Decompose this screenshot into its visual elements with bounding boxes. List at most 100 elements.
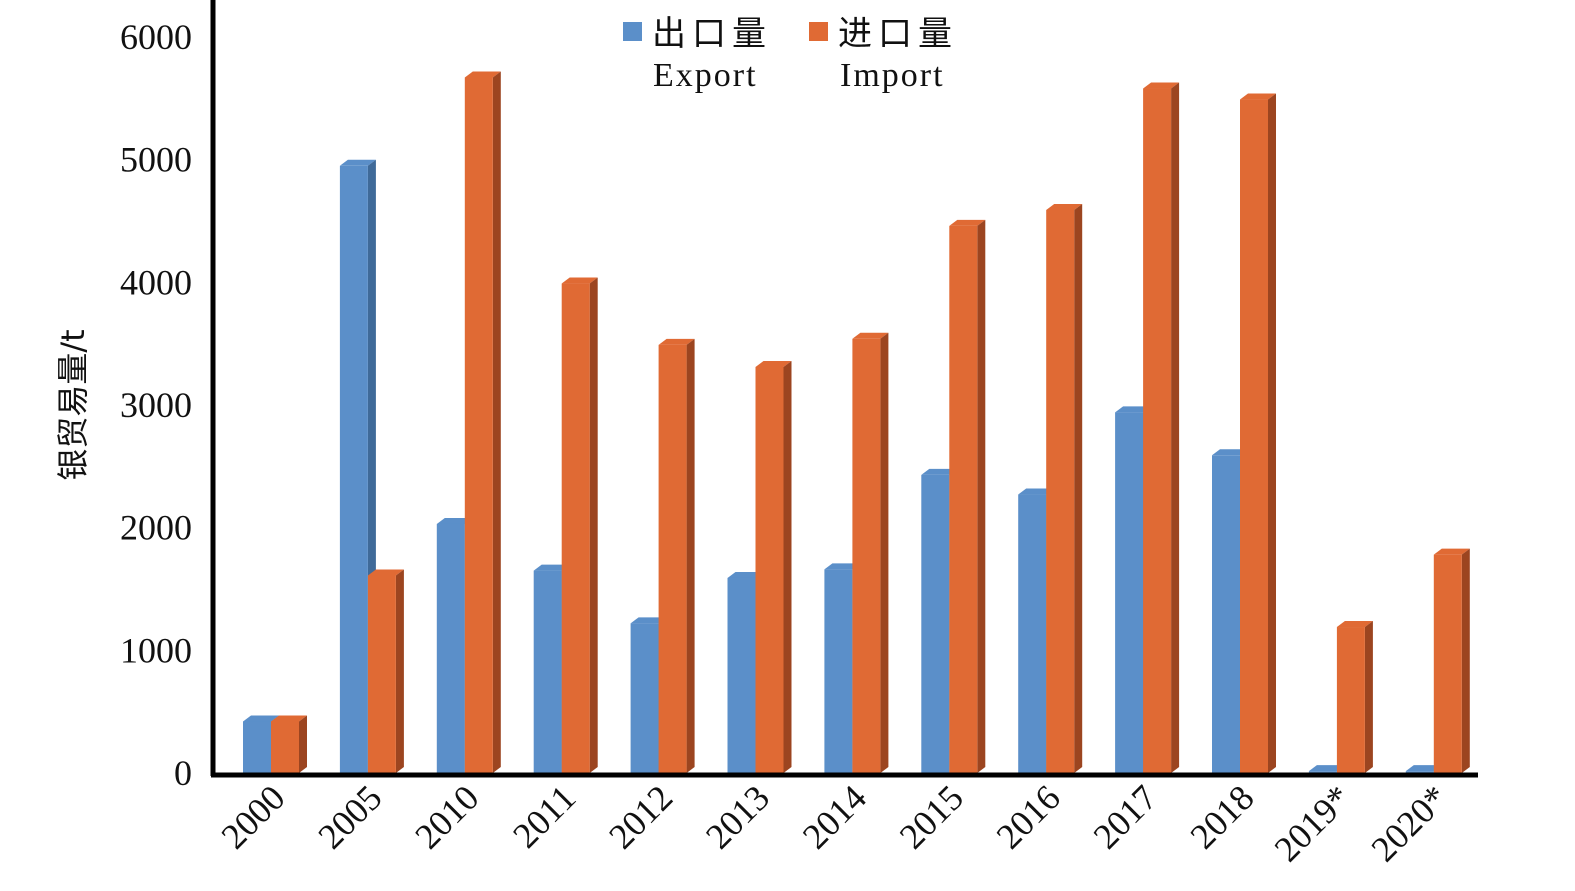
legend-swatch-export xyxy=(623,22,642,41)
bar-front-face xyxy=(464,77,493,774)
bar-side-face xyxy=(1268,93,1276,773)
bar-top-face xyxy=(1212,449,1248,456)
bar-top-face xyxy=(727,571,764,578)
y-tick-label: 6000 xyxy=(120,17,192,57)
bar-top-face xyxy=(1143,82,1180,89)
bar-front-face xyxy=(1143,88,1172,773)
bar-top-face xyxy=(1433,548,1470,555)
bar-top-face xyxy=(1336,621,1373,628)
bar-top-face xyxy=(1308,765,1345,772)
x-tick-label: 2005 xyxy=(310,777,389,856)
bar-top-face xyxy=(464,71,501,78)
bar-import-2018 xyxy=(1240,93,1276,773)
x-tick-label: 2000 xyxy=(213,777,292,856)
bar-top-face xyxy=(339,159,376,166)
bar-front-face xyxy=(949,225,978,773)
bar-front-face xyxy=(243,721,271,773)
bar-front-face xyxy=(1212,455,1240,773)
bar-top-face xyxy=(561,277,598,284)
bar-front-face xyxy=(1336,627,1365,773)
x-tick-label: 2020* xyxy=(1364,777,1456,869)
bar-top-face xyxy=(436,517,473,524)
x-tick-label: 2015 xyxy=(892,777,971,856)
bar-side-face xyxy=(977,219,986,773)
bar-top-face xyxy=(824,563,861,570)
bar-side-face xyxy=(395,569,404,773)
bar-import-2005 xyxy=(367,569,404,773)
bar-export-2013 xyxy=(727,571,764,773)
bar-front-face xyxy=(271,721,299,773)
bar-front-face xyxy=(436,523,465,773)
legend-swatch-import xyxy=(809,22,828,41)
x-tick-label: 2013 xyxy=(698,777,777,856)
bar-front-face xyxy=(630,623,659,773)
bar-top-face xyxy=(658,338,695,345)
x-tick-label: 2010 xyxy=(407,777,486,856)
y-tick-labels: 0 1000 2000 3000 4000 5000 6000 xyxy=(120,17,192,793)
bar-import-2017 xyxy=(1143,82,1180,773)
x-tick-labels: 2000 2005 2010 2011 2012 2013 2014 2015 2016 2017… xyxy=(213,777,1455,869)
legend-label-import: 进口量 xyxy=(838,14,958,54)
bar-import-2015 xyxy=(949,219,986,773)
bar-side-face xyxy=(783,360,792,773)
legend: 出口量 Export 进口量 Import xyxy=(623,14,958,94)
bars-layer xyxy=(243,71,1470,774)
bar-front-face xyxy=(1308,771,1337,773)
y-tick-label: 1000 xyxy=(120,630,192,670)
bar-top-face xyxy=(630,617,667,624)
y-tick-label: 4000 xyxy=(120,262,192,302)
x-tick-label: 2017 xyxy=(1086,777,1165,856)
bar-front-face xyxy=(533,570,562,773)
bar-front-face xyxy=(1405,771,1434,773)
y-axis-label: 银贸易量/t xyxy=(54,329,92,480)
x-tick-label: 2019* xyxy=(1267,777,1359,869)
legend-label-export: 出口量 xyxy=(652,14,772,54)
bar-top-face xyxy=(852,332,889,339)
bar-import-2010 xyxy=(464,71,501,774)
bar-front-face xyxy=(755,366,784,773)
bar-top-face xyxy=(1018,488,1055,495)
bar-front-face xyxy=(1433,554,1462,773)
bar-top-face xyxy=(755,360,792,367)
bar-top-face xyxy=(1046,203,1083,210)
bar-side-face xyxy=(880,332,889,773)
bar-front-face xyxy=(727,577,756,773)
bar-top-face xyxy=(243,715,279,722)
bar-side-face xyxy=(686,338,695,773)
bar-front-face xyxy=(658,344,687,773)
bar-side-face xyxy=(589,277,598,773)
legend-label-export-en: Export xyxy=(653,57,758,94)
bar-side-face xyxy=(1461,548,1470,773)
bar-side-face xyxy=(299,715,307,773)
y-tick-label: 2000 xyxy=(120,508,192,548)
bar-import-2013 xyxy=(755,360,792,773)
bar-side-face xyxy=(1171,82,1180,773)
x-tick-label: 2016 xyxy=(989,777,1068,856)
bar-top-face xyxy=(367,569,404,576)
x-tick-label: 2012 xyxy=(601,777,680,856)
x-tick-label: 2018 xyxy=(1182,777,1261,856)
bar-front-face xyxy=(339,165,368,774)
y-tick-label: 3000 xyxy=(120,385,192,425)
bar-front-face xyxy=(1240,99,1268,773)
bar-front-face xyxy=(1046,209,1075,773)
bar-front-face xyxy=(824,569,853,773)
bar-import-2000 xyxy=(271,715,307,773)
bar-side-face xyxy=(1364,621,1373,773)
bar-import-2019 xyxy=(1336,621,1373,773)
bar-import-2014 xyxy=(852,332,889,773)
bar-front-face xyxy=(1018,494,1047,773)
bar-import-2012 xyxy=(658,338,695,773)
bar-side-face xyxy=(1074,203,1083,773)
bar-top-face xyxy=(949,219,986,226)
bar-side-face xyxy=(492,71,501,774)
x-tick-label: 2011 xyxy=(505,777,583,855)
bar-front-face xyxy=(1115,412,1144,773)
bar-front-face xyxy=(921,474,950,773)
bar-import-2011 xyxy=(561,277,598,773)
x-tick-label: 2014 xyxy=(795,777,874,856)
bar-front-face xyxy=(852,338,881,773)
bar-top-face xyxy=(921,468,958,475)
bar-top-face xyxy=(271,715,307,722)
